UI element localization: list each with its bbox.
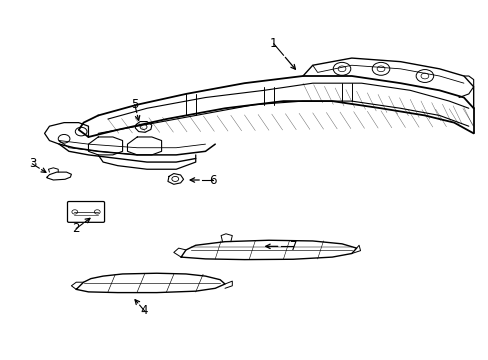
Text: 2: 2	[72, 222, 80, 235]
Text: 6: 6	[209, 174, 216, 186]
Text: 3: 3	[29, 157, 36, 170]
Text: 4: 4	[141, 305, 148, 318]
Text: 7: 7	[289, 240, 296, 253]
Text: 1: 1	[269, 37, 277, 50]
Text: 5: 5	[131, 98, 138, 111]
